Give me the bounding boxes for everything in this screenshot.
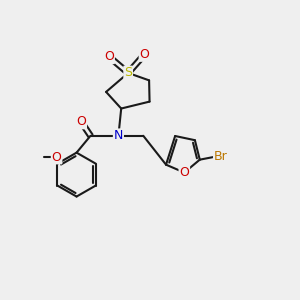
Text: O: O (76, 116, 86, 128)
Text: O: O (52, 151, 61, 164)
Text: Br: Br (214, 150, 228, 164)
Text: S: S (124, 67, 132, 80)
Text: O: O (140, 48, 149, 61)
Text: O: O (104, 50, 114, 63)
Text: N: N (114, 129, 123, 142)
Text: O: O (179, 166, 189, 179)
